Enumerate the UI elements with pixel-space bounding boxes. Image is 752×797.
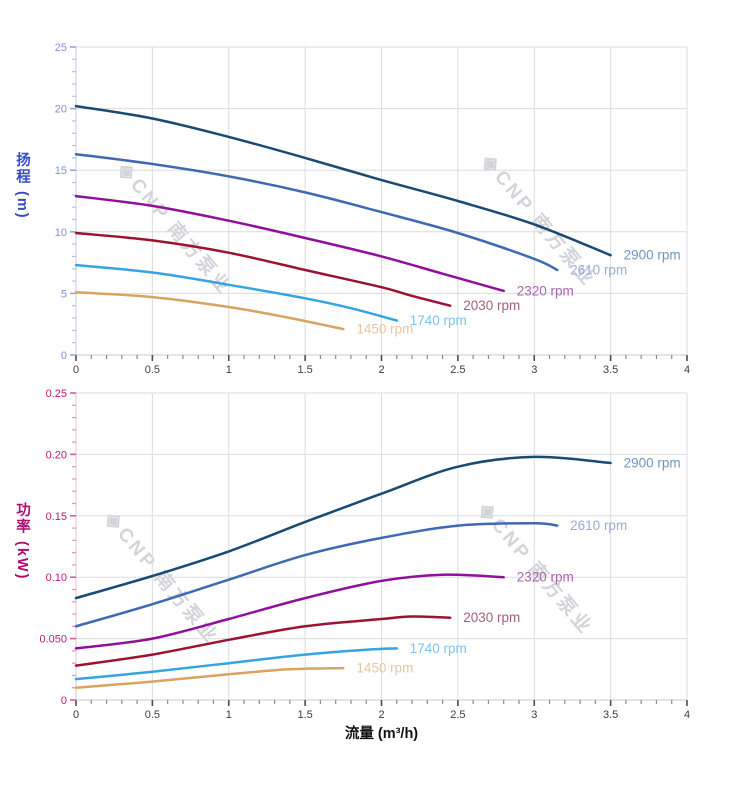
x-tick-label: 2.5	[450, 709, 465, 721]
y-tick-label: 0.050	[39, 634, 67, 646]
curve-2610-rpm	[74, 521, 559, 628]
x-tick-label: 3	[531, 709, 537, 721]
curve-label-2030-rpm: 2030 rpm	[463, 298, 520, 313]
y-tick-label: 20	[55, 104, 67, 116]
y-tick-label: 0.10	[46, 572, 67, 584]
x-tick-label: 0	[73, 364, 79, 376]
curve-2320-rpm	[74, 194, 505, 293]
y-tick-label: 10	[55, 227, 67, 239]
curve-2900-rpm	[74, 104, 612, 257]
curve-label-1740-rpm: 1740 rpm	[410, 641, 467, 656]
y-tick-label: 5	[61, 288, 67, 300]
x-tick-label: 3.5	[603, 364, 618, 376]
power-chart: 0 0.5 1 1.5 2 2.5 3 3.5 4 0 0.050 0.10 0.15 0.20 0.25 2…	[39, 388, 690, 721]
x-tick-label: 2	[378, 709, 384, 721]
x-tick-label: 3	[531, 364, 537, 376]
x-axis-title: 流量 (m³/h)	[344, 726, 419, 742]
x-tick-label: 1.5	[297, 364, 312, 376]
curve-label-2900-rpm: 2900 rpm	[624, 248, 681, 263]
curve-1740-rpm	[74, 263, 399, 322]
curve-2030-rpm	[74, 615, 452, 667]
curve-1450-rpm	[74, 290, 345, 331]
curve-label-1740-rpm: 1740 rpm	[410, 313, 467, 328]
curve-label-2610-rpm: 2610 rpm	[570, 262, 627, 277]
y-tick-label: 0	[61, 350, 67, 362]
curve-label-1450-rpm: 1450 rpm	[356, 661, 413, 676]
curve-2900-rpm	[74, 455, 612, 600]
curve-2320-rpm	[74, 573, 505, 650]
x-tick-label: 0	[73, 709, 79, 721]
x-tick-label: 0.5	[145, 364, 160, 376]
x-tick-label: 1	[226, 709, 232, 721]
curve-label-2900-rpm: 2900 rpm	[624, 455, 681, 470]
y-tick-label: 15	[55, 165, 67, 177]
curve-2030-rpm	[74, 231, 452, 307]
curve-label-2030-rpm: 2030 rpm	[463, 610, 520, 625]
y-tick-label: 0.25	[46, 388, 67, 400]
x-tick-label: 1.5	[297, 709, 312, 721]
curve-2610-rpm	[74, 152, 559, 272]
x-tick-label: 4	[684, 364, 690, 376]
curve-label-2320-rpm: 2320 rpm	[517, 283, 574, 298]
x-tick-label: 1	[226, 364, 232, 376]
x-tick-label: 2	[378, 364, 384, 376]
head-y-axis-title: 扬程 (m)	[14, 152, 30, 220]
x-tick-label: 0.5	[145, 709, 160, 721]
x-tick-label: 4	[684, 709, 690, 721]
x-tick-label: 2.5	[450, 364, 465, 376]
curve-1450-rpm	[74, 666, 345, 689]
y-tick-label: 0	[61, 695, 67, 707]
y-tick-label: 0.15	[46, 511, 67, 523]
head-chart: 0 0.5 1 1.5 2 2.5 3 3.5 4 0 5 10 15 20 25 2900 rpm2610 …	[55, 42, 690, 376]
y-tick-label: 25	[55, 42, 67, 54]
curve-label-1450-rpm: 1450 rpm	[356, 322, 413, 337]
curve-label-2320-rpm: 2320 rpm	[517, 570, 574, 585]
curve-1740-rpm	[74, 647, 399, 681]
y-tick-label: 0.20	[46, 449, 67, 461]
curve-label-2610-rpm: 2610 rpm	[570, 518, 627, 533]
power-y-axis-title: 功率 (kW)	[14, 502, 30, 581]
x-tick-label: 3.5	[603, 709, 618, 721]
